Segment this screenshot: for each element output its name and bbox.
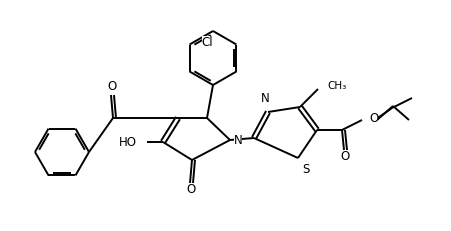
Text: S: S: [301, 163, 308, 176]
Text: HO: HO: [119, 136, 137, 149]
Text: O: O: [107, 80, 116, 94]
Text: N: N: [260, 92, 269, 105]
Text: Cl: Cl: [201, 36, 213, 49]
Text: O: O: [368, 112, 377, 125]
Text: O: O: [186, 183, 195, 197]
Text: CH₃: CH₃: [326, 81, 345, 91]
Text: O: O: [340, 151, 349, 164]
Text: N: N: [233, 134, 242, 146]
